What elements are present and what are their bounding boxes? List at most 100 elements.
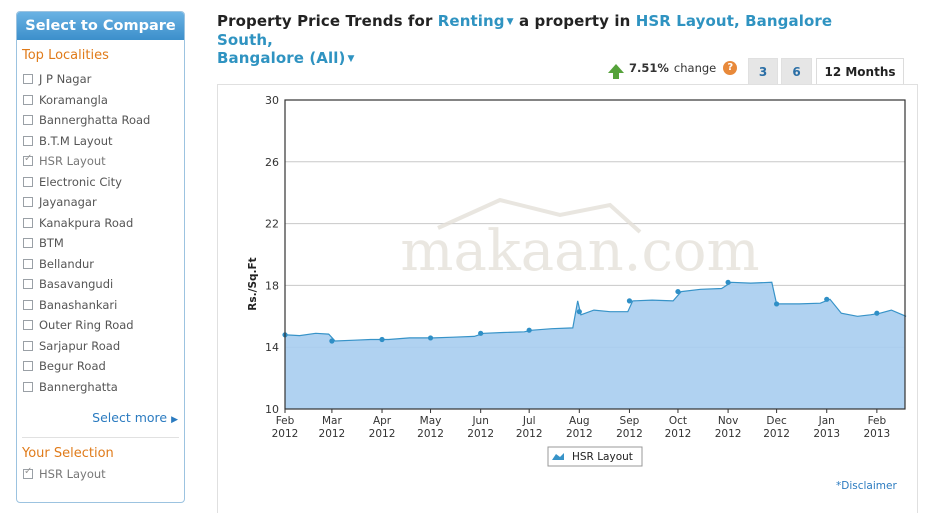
locality-checkbox[interactable] (23, 258, 33, 269)
locality-checkbox[interactable] (23, 381, 33, 392)
locality-checkbox[interactable] (23, 279, 33, 290)
y-tick-label: 10 (265, 403, 279, 416)
locality-label: Koramangla (39, 92, 108, 107)
locality-item[interactable]: Outer Ring Road (17, 315, 184, 336)
locality-checkbox[interactable] (23, 197, 33, 208)
locality-item[interactable]: BTM (17, 233, 184, 254)
compare-sidebar: Select to Compare Top Localities J P Nag… (16, 11, 185, 503)
watermark-roof (437, 197, 642, 234)
change-percent: 7.51% (629, 61, 669, 75)
x-tick-label-month: Jan (818, 415, 835, 427)
x-tick-label-month: Oct (669, 415, 687, 427)
x-tick-label-year: 2012 (566, 428, 593, 440)
your-selection-item[interactable]: HSR Layout (23, 466, 106, 481)
data-point (478, 330, 484, 336)
locality-checkbox[interactable] (23, 94, 33, 105)
data-point (774, 301, 780, 307)
x-tick-label-month: Feb (276, 415, 295, 427)
locality-checkbox[interactable] (23, 238, 33, 249)
x-tick-label-year: 2012 (665, 428, 692, 440)
locality-checkbox[interactable] (23, 74, 33, 85)
data-point (675, 288, 681, 295)
locality-item[interactable]: Begur Road (17, 356, 184, 377)
plot-frame (284, 99, 906, 410)
locality-item[interactable]: Jayanagar (17, 192, 184, 213)
select-more-label: Select more (92, 410, 168, 425)
locality-item[interactable]: B.T.M Layout (17, 131, 184, 152)
page-title: Property Price Trends for Renting ▼ a pro… (217, 12, 857, 68)
legend-box (547, 446, 643, 467)
locality-item[interactable]: Sarjapur Road (17, 336, 184, 357)
locality-checkbox[interactable] (23, 115, 33, 126)
data-point (874, 310, 880, 316)
locality-label: Basavangudi (39, 277, 114, 292)
data-point (379, 336, 385, 343)
mode-dropdown[interactable]: Renting ▼ (438, 12, 514, 30)
x-tick-label-year: 2012 (715, 428, 742, 440)
x-tick-label-month: Jul (522, 415, 536, 427)
locality-label: Outer Ring Road (39, 318, 134, 333)
tab-6-months[interactable]: 6 (781, 58, 812, 85)
y-tick-label: 14 (265, 341, 279, 354)
city-label: Bangalore (All) (217, 49, 346, 67)
locality-checkbox[interactable] (23, 135, 33, 146)
x-tick-label-month: Feb (868, 415, 887, 427)
caret-down-icon: ▼ (347, 54, 355, 64)
x-tick-label-year: 2012 (763, 428, 790, 440)
y-tick-label: 26 (265, 156, 279, 169)
chevron-right-icon: ▶ (171, 415, 178, 425)
tab-3-months[interactable]: 3 (748, 58, 778, 85)
series-area (285, 282, 906, 409)
locality-item[interactable]: J P Nagar (17, 69, 184, 90)
x-tick-label-month: Dec (766, 415, 787, 427)
select-more-link[interactable]: Select more ▶ (92, 410, 178, 425)
locality-checkbox[interactable] (23, 320, 33, 331)
watermark: makaan.com (400, 219, 759, 284)
y-tick-label: 18 (265, 279, 279, 292)
tab-12-months[interactable]: 12 Months (816, 58, 904, 85)
locality-item[interactable]: Kanakpura Road (17, 213, 184, 234)
data-point (576, 309, 582, 315)
your-selection-checkbox[interactable] (23, 466, 33, 479)
your-selection-title: Your Selection (22, 446, 114, 461)
locality-item[interactable]: Electronic City (17, 172, 184, 193)
x-tick-label-year: 2012 (319, 428, 346, 440)
title-middle: a property in (518, 12, 631, 30)
locality-label: B.T.M Layout (39, 133, 113, 148)
locality-item[interactable]: Banashankari (17, 295, 184, 316)
locality-item[interactable]: Basavangudi (17, 274, 184, 295)
locality-item[interactable]: HSR Layout (17, 151, 184, 172)
locality-checkbox[interactable] (23, 340, 33, 351)
legend-label: HSR Layout (572, 451, 633, 463)
locality-checkbox[interactable] (23, 361, 33, 372)
help-icon[interactable]: ? (723, 61, 738, 75)
locality-item[interactable]: Bellandur (17, 254, 184, 275)
locality-label: Begur Road (39, 359, 106, 374)
disclaimer-link[interactable]: *Disclaimer (836, 480, 897, 492)
x-tick-label-year: 2012 (417, 428, 444, 440)
locality-item[interactable]: Bannerghatta (17, 377, 184, 398)
locality-checkbox[interactable] (23, 217, 33, 228)
caret-down-icon: ▼ (506, 17, 514, 27)
locality-list: J P Nagar Koramangla Bannerghatta Road B.T.… (17, 69, 184, 397)
data-point (526, 327, 532, 333)
locality-checkbox[interactable] (23, 153, 33, 167)
x-tick-label-month: Apr (373, 415, 392, 427)
locality-label: BTM (39, 236, 64, 251)
locality-checkbox[interactable] (23, 176, 33, 187)
x-tick-label-year: 2012 (616, 428, 643, 440)
locality-label: Electronic City (39, 174, 122, 189)
location-link[interactable]: HSR Layout, Bangalore South, (217, 12, 833, 49)
sidebar-header: Select to Compare (17, 12, 184, 40)
x-tick-label-month: May (420, 415, 442, 427)
x-tick-label-month: Nov (718, 415, 739, 427)
x-tick-label-year: 2012 (272, 428, 299, 440)
data-point (329, 338, 335, 344)
x-tick-label-month: Jun (471, 415, 488, 427)
city-dropdown[interactable]: Bangalore (All) ▼ (217, 49, 354, 67)
locality-item[interactable]: Koramangla (17, 90, 184, 111)
x-tick-label-year: 2013 (813, 428, 840, 440)
locality-checkbox[interactable] (23, 299, 33, 310)
locality-item[interactable]: Bannerghatta Road (17, 110, 184, 131)
